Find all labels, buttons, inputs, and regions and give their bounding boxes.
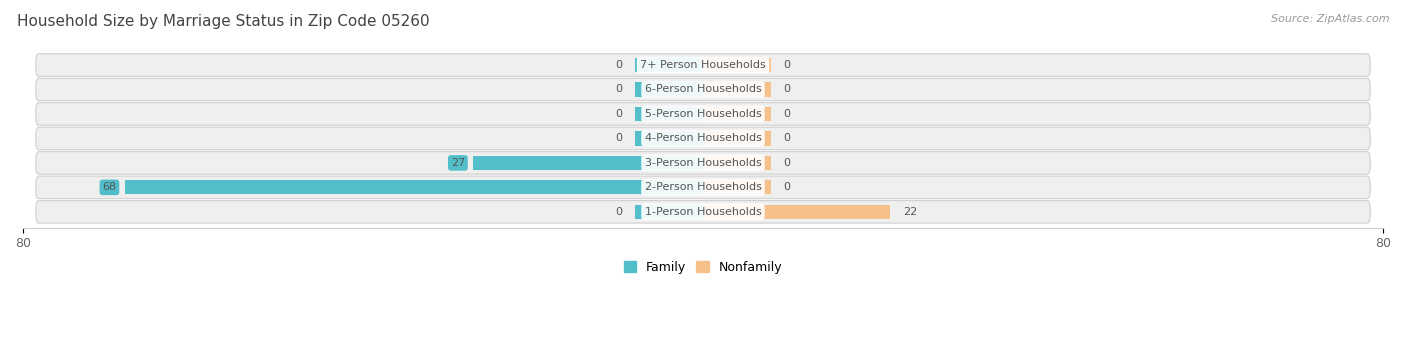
Text: 0: 0 xyxy=(783,133,790,144)
Text: 68: 68 xyxy=(103,182,117,192)
FancyBboxPatch shape xyxy=(35,176,1371,199)
Text: 22: 22 xyxy=(903,207,917,217)
Bar xyxy=(703,205,890,219)
Text: 1-Person Households: 1-Person Households xyxy=(644,207,762,217)
Bar xyxy=(636,83,703,97)
Bar xyxy=(125,180,703,194)
Text: 7+ Person Households: 7+ Person Households xyxy=(640,60,766,70)
Text: 0: 0 xyxy=(616,60,623,70)
Bar xyxy=(703,156,770,170)
Text: 0: 0 xyxy=(616,109,623,119)
Bar xyxy=(636,205,703,219)
Bar xyxy=(636,58,703,72)
FancyBboxPatch shape xyxy=(35,103,1371,125)
FancyBboxPatch shape xyxy=(35,78,1371,101)
Text: 27: 27 xyxy=(451,158,465,168)
Bar xyxy=(703,107,770,121)
Text: 0: 0 xyxy=(616,207,623,217)
Legend: Family, Nonfamily: Family, Nonfamily xyxy=(619,256,787,279)
Bar xyxy=(703,83,770,97)
Bar xyxy=(703,180,770,194)
Bar xyxy=(636,131,703,146)
Text: 4-Person Households: 4-Person Households xyxy=(644,133,762,144)
Text: 0: 0 xyxy=(616,133,623,144)
Text: 0: 0 xyxy=(616,85,623,94)
Text: Source: ZipAtlas.com: Source: ZipAtlas.com xyxy=(1271,14,1389,24)
Text: 0: 0 xyxy=(783,85,790,94)
Bar xyxy=(474,156,703,170)
FancyBboxPatch shape xyxy=(35,152,1371,174)
Bar xyxy=(703,131,770,146)
FancyBboxPatch shape xyxy=(35,127,1371,150)
Text: Household Size by Marriage Status in Zip Code 05260: Household Size by Marriage Status in Zip… xyxy=(17,14,429,29)
Text: 0: 0 xyxy=(783,182,790,192)
Bar xyxy=(703,58,770,72)
FancyBboxPatch shape xyxy=(35,54,1371,76)
FancyBboxPatch shape xyxy=(35,201,1371,223)
Bar xyxy=(636,107,703,121)
Text: 0: 0 xyxy=(783,60,790,70)
Text: 3-Person Households: 3-Person Households xyxy=(644,158,762,168)
Text: 2-Person Households: 2-Person Households xyxy=(644,182,762,192)
Text: 5-Person Households: 5-Person Households xyxy=(644,109,762,119)
Text: 6-Person Households: 6-Person Households xyxy=(644,85,762,94)
Text: 0: 0 xyxy=(783,109,790,119)
Text: 0: 0 xyxy=(783,158,790,168)
